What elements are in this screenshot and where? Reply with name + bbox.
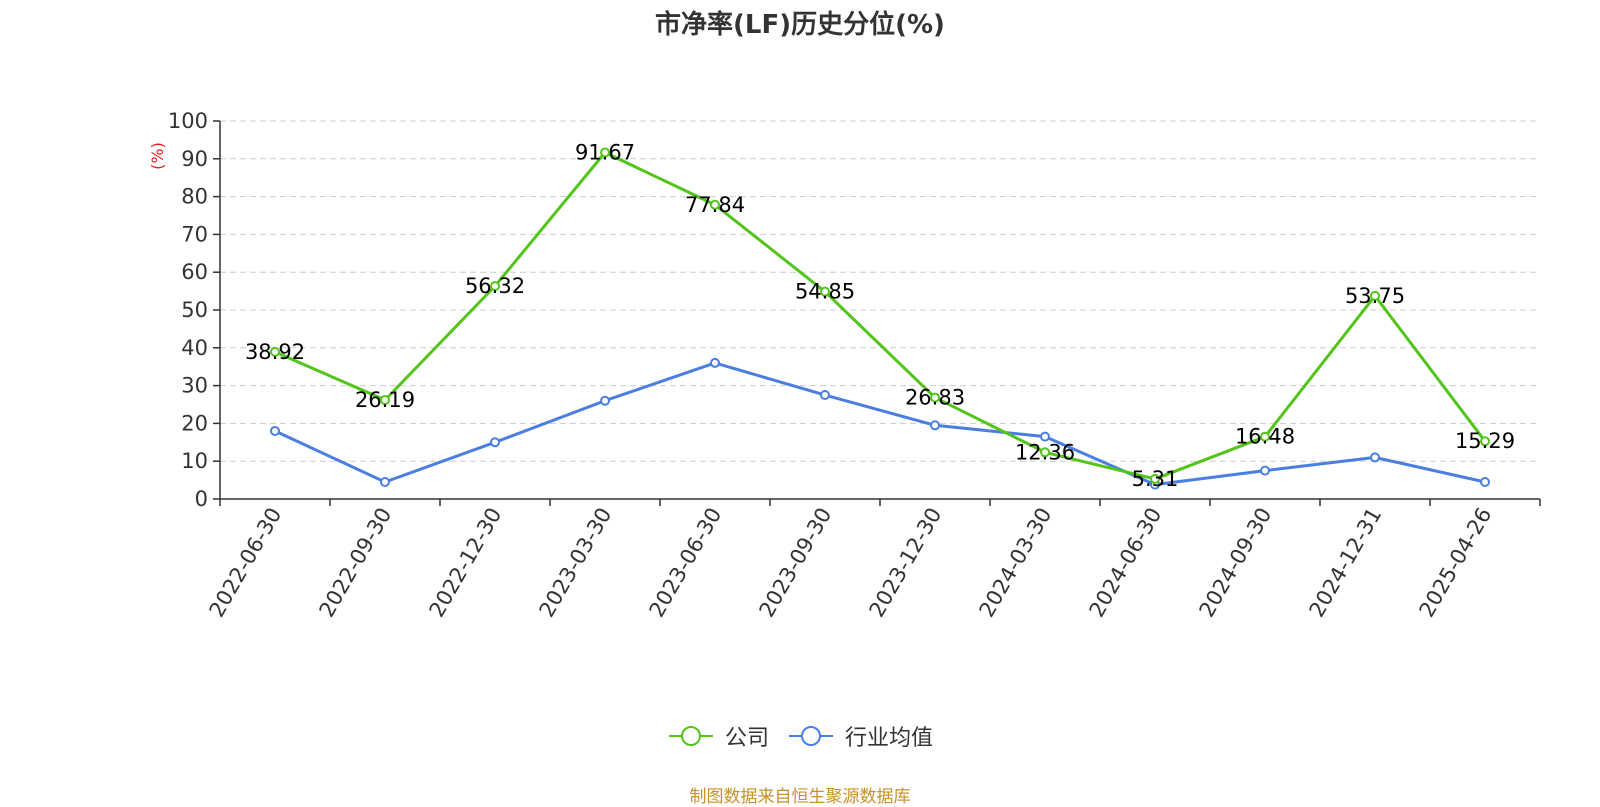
legend-swatch-icon [789,726,833,746]
series-line-company [274,150,1487,481]
y-tick-label: 0 [195,487,208,511]
x-tick-label: 2024-06-30 [1085,504,1167,622]
y-tick-label: 10 [181,449,208,473]
data-point [820,390,830,401]
data-point [930,392,940,403]
data-point [930,420,940,431]
x-tick-label: 2022-09-30 [315,504,397,622]
data-point [600,395,610,406]
chart-title: 市净率(LF)历史分位(%) [655,10,945,40]
data-point [710,357,720,368]
data-label: 77.84 [685,193,745,217]
data-point [270,346,280,357]
data-label: 91.67 [575,140,635,164]
data-point [380,476,390,487]
x-tick-label: 2023-03-30 [535,504,617,622]
legend-item[interactable]: 公司 [667,720,769,752]
data-point [1040,431,1050,442]
data-label: 56.32 [465,274,525,298]
data-point [490,281,500,292]
data-point [1480,476,1490,487]
legend-swatch-icon [668,726,713,746]
x-tick-label: 2022-06-30 [205,504,287,622]
chart-legend: 公司 行业均值 [0,720,1600,752]
data-label: 54.85 [795,280,855,304]
data-point [1480,436,1490,447]
series-line-industry [274,361,1486,487]
data-label: 15.29 [1455,429,1515,453]
data-label: 38.92 [245,340,305,364]
data-point [1040,447,1050,458]
y-tick-label: 60 [181,260,208,284]
y-tick-label: 40 [181,336,208,360]
x-tick-label: 2023-06-30 [645,504,727,622]
y-tick-label: 20 [181,411,208,435]
data-label: 53.75 [1345,284,1405,308]
data-point [1370,290,1380,301]
x-tick-label: 2023-09-30 [755,504,837,622]
data-label: 26.19 [355,388,415,412]
data-point [710,199,720,210]
data-point [1260,465,1270,476]
data-point [1150,473,1160,484]
legend-label: 行业均值 [845,726,934,751]
data-point [490,437,500,448]
x-tick-label: 2025-04-26 [1415,504,1497,622]
data-point [380,395,390,406]
data-point [1370,452,1380,463]
data-label: 16.48 [1235,425,1295,449]
x-tick-label: 2023-12-30 [865,504,947,622]
data-point [270,425,280,436]
data-point [820,286,830,297]
y-axis-label: (%) [148,142,167,170]
data-point [1260,431,1270,442]
source-note: 制图数据来自恒生聚源数据库 [689,787,911,807]
y-tick-label: 80 [181,185,208,209]
legend-label: 公司 [724,726,769,751]
data-point [600,147,610,158]
y-tick-label: 70 [181,222,208,246]
legend-item[interactable]: 行业均值 [787,720,933,752]
data-label: 12.36 [1015,440,1075,464]
data-label: 26.83 [905,386,965,410]
y-tick-label: 100 [168,109,208,133]
x-tick-label: 2022-12-30 [425,504,507,622]
y-tick-label: 90 [181,147,208,171]
y-tick-label: 30 [181,374,208,398]
y-tick-label: 50 [181,298,208,322]
x-tick-label: 2024-03-30 [975,504,1057,622]
x-tick-label: 2024-12-31 [1305,504,1387,622]
data-label: 5.31 [1132,467,1179,491]
x-tick-label: 2024-09-30 [1195,504,1277,622]
